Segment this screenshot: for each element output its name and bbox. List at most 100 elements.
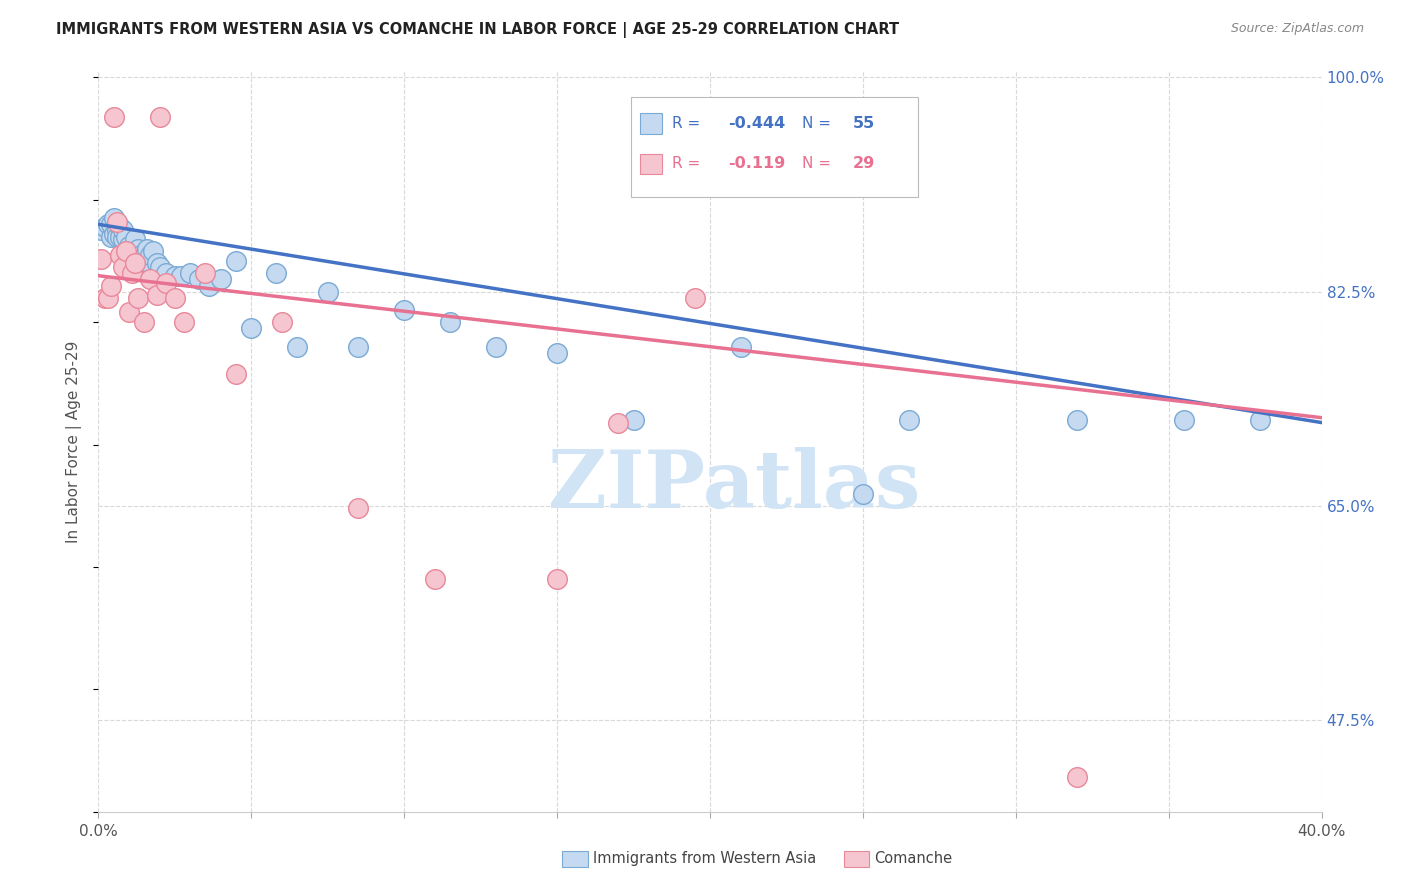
Point [139,248,162,262]
Text: Immigrants from Western Asia: Immigrants from Western Asia [593,851,817,865]
Point [1066,771,1088,785]
FancyBboxPatch shape [630,97,918,197]
Point [103,211,125,226]
Point [139,272,162,286]
Point [194,266,217,280]
Point [90,223,112,237]
Point [163,268,186,283]
Point [546,572,568,586]
Point [155,266,177,280]
Point [683,291,706,305]
Point [623,413,645,427]
Point [179,266,201,280]
Point [546,346,568,360]
Point [347,501,370,516]
Point [439,315,461,329]
Text: -0.444: -0.444 [728,116,786,131]
Point [730,340,752,354]
Point [264,266,287,280]
Text: Comanche: Comanche [875,851,953,865]
Point [121,248,143,262]
Text: -0.119: -0.119 [728,156,786,171]
Point [115,229,138,244]
Point [1249,413,1271,427]
Point [136,242,159,256]
Point [142,244,165,259]
Point [1066,413,1088,427]
Point [124,248,146,262]
Point [170,268,193,283]
Point [485,340,508,354]
FancyBboxPatch shape [640,153,662,174]
Text: Source: ZipAtlas.com: Source: ZipAtlas.com [1230,22,1364,36]
Point [149,110,172,124]
Point [155,276,177,290]
Text: IMMIGRANTS FROM WESTERN ASIA VS COMANCHE IN LABOR FORCE | AGE 25-29 CORRELATION : IMMIGRANTS FROM WESTERN ASIA VS COMANCHE… [56,22,900,38]
Point [115,244,138,259]
Point [118,239,141,253]
Text: R =: R = [672,156,710,171]
Point [127,252,149,266]
Point [105,223,128,237]
Point [225,254,247,268]
Point [145,288,167,302]
Point [1173,413,1195,427]
Point [124,232,146,246]
Point [108,229,131,244]
Point [316,285,339,299]
Point [93,219,115,234]
Point [852,486,875,500]
Point [108,248,131,262]
Text: N =: N = [801,156,835,171]
Point [115,244,138,259]
Point [285,340,308,354]
Point [129,260,152,275]
Point [111,260,134,275]
Point [127,242,149,256]
Point [103,110,125,124]
Point [188,272,211,286]
Point [225,367,247,381]
Point [134,315,156,329]
Point [118,242,141,256]
Point [270,315,292,329]
Point [607,416,630,430]
Text: ZIPatlas: ZIPatlas [548,447,921,525]
Y-axis label: In Labor Force | Age 25-29: In Labor Force | Age 25-29 [66,341,83,542]
Text: N =: N = [801,116,835,131]
Point [240,321,263,335]
Text: 55: 55 [853,116,876,131]
Point [121,242,143,256]
Point [100,217,122,231]
Point [197,278,219,293]
Point [124,256,146,270]
Point [392,303,416,318]
Point [145,256,167,270]
FancyBboxPatch shape [640,112,662,134]
Point [173,315,195,329]
Point [103,227,125,241]
Point [163,291,186,305]
Point [105,229,128,244]
Point [127,291,149,305]
Point [97,291,120,305]
Point [93,291,115,305]
Point [423,572,446,586]
Text: R =: R = [672,116,706,131]
Point [100,229,122,244]
Point [347,340,370,354]
Point [97,217,120,231]
Point [105,215,128,229]
Point [90,252,112,266]
Point [121,266,143,280]
Point [111,223,134,237]
Point [100,278,122,293]
Point [149,260,172,275]
Point [118,305,141,319]
Text: 29: 29 [853,156,876,171]
Point [111,232,134,246]
Point [897,413,920,427]
Point [108,219,131,234]
Point [134,254,156,268]
Point [129,248,152,262]
